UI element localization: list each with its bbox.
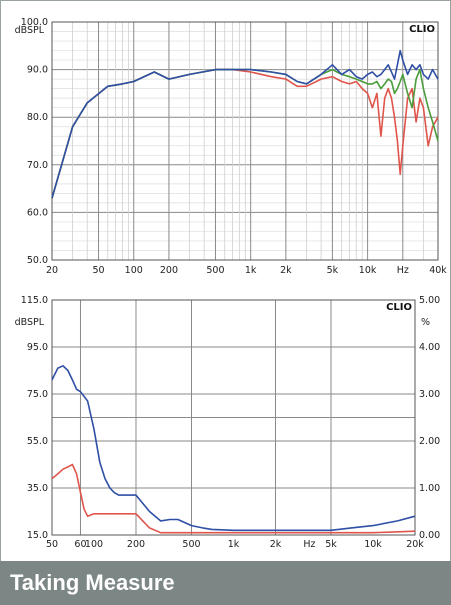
chart1-ytick-label: 90.0 <box>27 65 48 76</box>
chart1-xtick-label: 100 <box>125 265 143 276</box>
chart2-xtick-label: 10k <box>364 539 382 550</box>
chart1-ytick-label: 50.0 <box>27 255 48 266</box>
chart2-xtick-label: 5k <box>325 539 337 550</box>
chart2-xtick-label: Hz <box>303 539 315 550</box>
chart2-xtick-label: 200 <box>127 539 145 550</box>
chart2-plot-border <box>51 299 416 536</box>
chart2-ytick-label: 95.0 <box>27 342 48 353</box>
chart2-series-line-0 <box>51 365 416 532</box>
chart2-brand-label: CLIO <box>386 302 412 313</box>
caption-bar: Taking Measure <box>0 561 451 605</box>
chart1-xtick-label: 50 <box>92 265 104 276</box>
chart1-ytick-label: 60.0 <box>27 207 48 218</box>
chart2-ytick-label: 115.0 <box>21 295 48 306</box>
chart2-ytick-label: 75.0 <box>27 389 48 400</box>
chart2-xtick-label: 50 <box>46 539 58 550</box>
chart2-grid <box>52 299 416 536</box>
chart2-ytick-label: 35.0 <box>27 483 48 494</box>
chart1-xtick-label: 20 <box>46 265 58 276</box>
chart2-y2tick-label: 3.00 <box>419 389 440 400</box>
chart2-y2tick-label: 1.00 <box>419 483 440 494</box>
chart2-xtick-label: 20k <box>406 539 424 550</box>
chart2-xtick-label: 500 <box>182 539 200 550</box>
caption-text: Taking Measure <box>10 570 175 595</box>
chart1-grid <box>52 21 438 261</box>
chart1-xtick-label: 1k <box>245 265 257 276</box>
chart1-xtick-label: 10k <box>359 265 377 276</box>
chart2-series-line-1 <box>51 463 416 534</box>
chart2-y2label: % <box>421 317 430 328</box>
chart2-ylabel: dBSPL <box>15 317 45 328</box>
chart1-ytick-label: 80.0 <box>27 112 48 123</box>
chart2-xtick-label: 60 <box>74 539 86 550</box>
distortion-chart: 115.0 95.0 75.0 55.0 35.0 15.0 dBSPL 5.00 4.00 3.… <box>15 295 441 550</box>
chart1-ytick-label: 100.0 <box>21 17 48 28</box>
chart1-ylabel: dBSPL <box>15 25 45 36</box>
chart2-y2tick-label: 4.00 <box>419 342 440 353</box>
chart2-y2tick-label: 5.00 <box>419 295 440 306</box>
chart2-xtick-label: 1k <box>228 539 240 550</box>
chart2-y2tick-label: 0.00 <box>419 530 440 541</box>
chart2-xtick-label: 100 <box>85 539 103 550</box>
frequency-response-chart: 100.0 90.0 80.0 70.0 60.0 50.0 dBSPL 20 50 100 200… <box>15 17 448 276</box>
chart1-series-line-2 <box>51 49 439 199</box>
chart2-ytick-label: 15.0 <box>27 530 48 541</box>
chart1-xtick-label: 40k <box>429 265 447 276</box>
chart1-brand-label: CLIO <box>409 24 435 35</box>
chart1-xtick-label: Hz <box>397 265 409 276</box>
chart1-ytick-label: 70.0 <box>27 160 48 171</box>
chart1-xtick-label: 5k <box>327 265 339 276</box>
chart1-xtick-label: 2k <box>280 265 292 276</box>
chart1-xtick-label: 500 <box>206 265 224 276</box>
chart2-xtick-label: 2k <box>270 539 282 550</box>
chart1-xtick-label: 200 <box>160 265 178 276</box>
chart2-y2tick-label: 2.00 <box>419 436 440 447</box>
chart2-ytick-label: 55.0 <box>27 436 48 447</box>
